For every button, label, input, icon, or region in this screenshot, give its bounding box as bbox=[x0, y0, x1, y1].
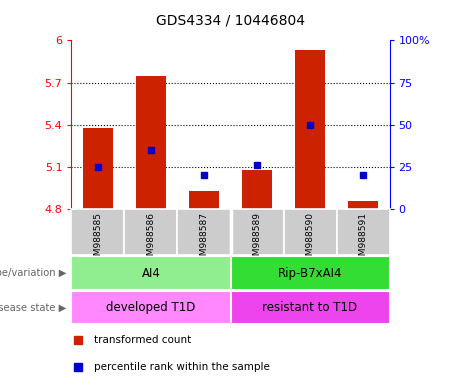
Text: GDS4334 / 10446804: GDS4334 / 10446804 bbox=[156, 13, 305, 27]
Bar bbox=[230, 291, 390, 324]
Text: disease state ▶: disease state ▶ bbox=[0, 303, 67, 313]
Bar bbox=[284, 209, 337, 255]
Bar bbox=[296, 50, 325, 209]
Bar bbox=[349, 201, 378, 209]
Bar bbox=[71, 209, 124, 255]
Text: Rip-B7xAI4: Rip-B7xAI4 bbox=[278, 266, 342, 280]
Bar bbox=[177, 209, 230, 255]
Bar bbox=[83, 127, 112, 209]
Text: GSM988589: GSM988589 bbox=[253, 212, 261, 266]
Text: genotype/variation ▶: genotype/variation ▶ bbox=[0, 268, 67, 278]
Bar bbox=[71, 291, 230, 324]
Text: GSM988586: GSM988586 bbox=[147, 212, 155, 266]
Text: GSM988591: GSM988591 bbox=[359, 212, 367, 266]
Text: AI4: AI4 bbox=[142, 266, 160, 280]
Bar bbox=[230, 256, 390, 290]
Text: percentile rank within the sample: percentile rank within the sample bbox=[94, 362, 270, 372]
Bar bbox=[124, 209, 177, 255]
Bar bbox=[242, 170, 272, 209]
Text: GSM988585: GSM988585 bbox=[94, 212, 102, 266]
Text: developed T1D: developed T1D bbox=[106, 301, 195, 314]
Text: GSM988587: GSM988587 bbox=[200, 212, 208, 266]
Bar bbox=[230, 209, 284, 255]
Text: resistant to T1D: resistant to T1D bbox=[262, 301, 358, 314]
Bar bbox=[71, 256, 230, 290]
Bar bbox=[189, 191, 219, 209]
Bar bbox=[136, 76, 165, 209]
Bar bbox=[337, 209, 390, 255]
Text: GSM988590: GSM988590 bbox=[306, 212, 314, 266]
Text: transformed count: transformed count bbox=[94, 335, 191, 345]
